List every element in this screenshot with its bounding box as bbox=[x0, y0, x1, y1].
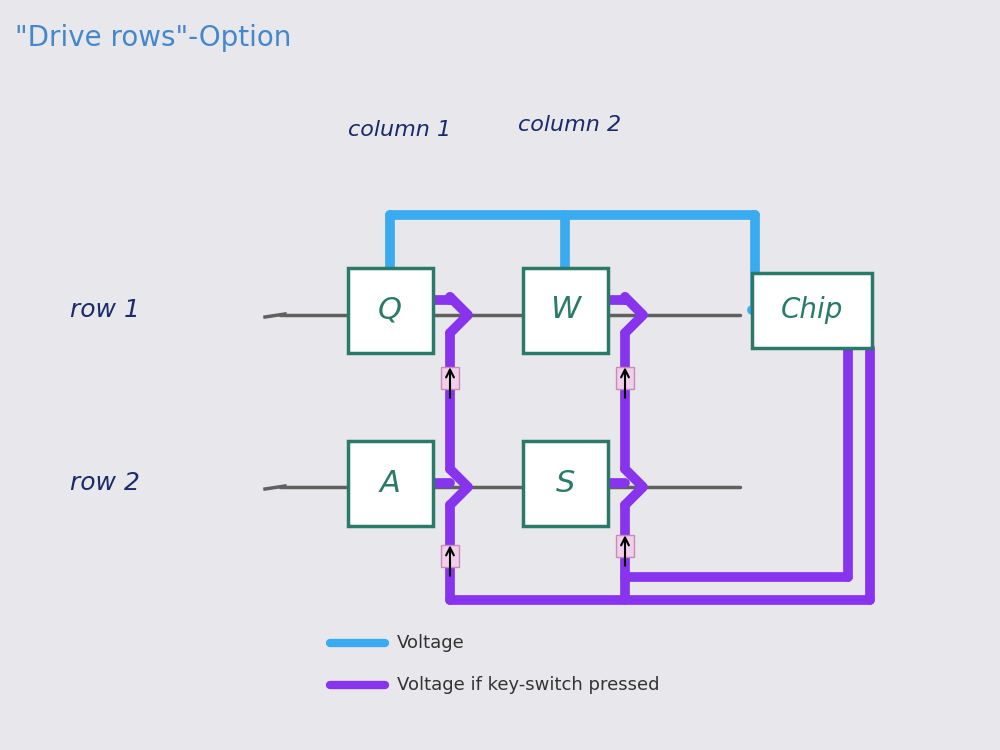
Text: row 1: row 1 bbox=[70, 298, 140, 322]
Bar bbox=[522, 440, 608, 526]
Text: row 2: row 2 bbox=[70, 471, 140, 495]
Bar bbox=[522, 268, 608, 352]
Text: Chip: Chip bbox=[781, 296, 843, 324]
Bar bbox=[441, 544, 459, 566]
Text: W: W bbox=[550, 296, 580, 325]
Text: Voltage if key-switch pressed: Voltage if key-switch pressed bbox=[397, 676, 660, 694]
Text: A: A bbox=[380, 469, 400, 497]
Bar bbox=[752, 272, 872, 347]
Text: column 1: column 1 bbox=[348, 120, 452, 140]
Text: S: S bbox=[555, 469, 575, 497]
Bar bbox=[616, 535, 634, 556]
Bar bbox=[348, 268, 432, 352]
Bar bbox=[441, 367, 459, 388]
Text: "Drive rows"-Option: "Drive rows"-Option bbox=[15, 24, 291, 52]
Text: Voltage: Voltage bbox=[397, 634, 465, 652]
Text: Q: Q bbox=[378, 296, 402, 325]
Bar bbox=[348, 440, 432, 526]
Bar bbox=[616, 367, 634, 388]
Text: column 2: column 2 bbox=[518, 115, 622, 135]
